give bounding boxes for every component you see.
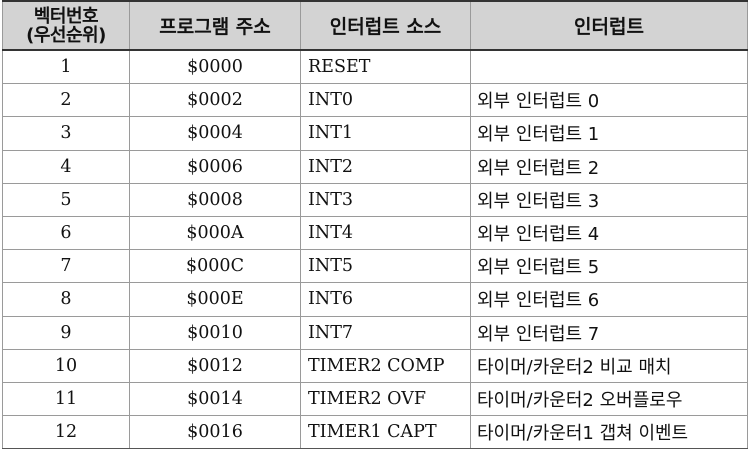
- header-vector-number: 벡터번호 (우선순위): [2, 0, 130, 51]
- interrupt-source-cell: INT7: [300, 315, 471, 350]
- table-row: 1 $0000 RESET: [2, 49, 748, 85]
- table-row: 4 $0006 INT2 외부 인터럽트 2: [2, 149, 748, 184]
- interrupt-description-cell: 타이머/카운터2 비교 매치: [470, 348, 748, 383]
- table-row: 8 $000E INT6 외부 인터럽트 6: [2, 282, 748, 317]
- table-body: 1 $0000 RESET 2 $0002 INT0 외부 인터럽트 0 3 $0004 INT1…: [2, 49, 748, 449]
- header-vector-line1: 벡터번호: [33, 5, 99, 27]
- vector-number-cell: 6: [2, 215, 130, 251]
- table-row: 10 $0012 TIMER2 COMP 타이머/카운터2 비교 매치: [2, 348, 748, 383]
- vector-number-cell: 4: [2, 149, 130, 184]
- interrupt-description-cell: 외부 인터럽트 7: [470, 315, 748, 350]
- interrupt-description-cell: 외부 인터럽트 6: [470, 282, 748, 317]
- interrupt-description-cell: 외부 인터럽트 5: [470, 249, 748, 284]
- vector-number-cell: 10: [2, 348, 130, 383]
- vector-number-cell: 3: [2, 116, 130, 151]
- interrupt-description-cell: 외부 인터럽트 1: [470, 116, 748, 151]
- program-address-cell: $0012: [129, 348, 301, 383]
- table-row: 5 $0008 INT3 외부 인터럽트 3: [2, 182, 748, 217]
- interrupt-source-cell: INT4: [300, 215, 471, 251]
- interrupt-description-cell: 외부 인터럽트 2: [470, 149, 748, 184]
- program-address-cell: $0004: [129, 116, 301, 151]
- interrupt-source-cell: RESET: [300, 49, 471, 85]
- program-address-cell: $0000: [129, 49, 301, 85]
- vector-number-cell: 11: [2, 381, 130, 417]
- interrupt-source-cell: INT6: [300, 282, 471, 317]
- interrupt-description-cell: 타이머/카운터1 갭쳐 이벤트: [470, 415, 748, 449]
- program-address-cell: $0016: [129, 415, 301, 449]
- interrupt-source-cell: INT2: [300, 149, 471, 184]
- program-address-cell: $0006: [129, 149, 301, 184]
- interrupt-description-cell: [470, 49, 748, 85]
- interrupt-description-cell: 외부 인터럽트 3: [470, 182, 748, 217]
- interrupt-source-cell: INT3: [300, 182, 471, 217]
- program-address-cell: $0010: [129, 315, 301, 350]
- interrupt-description-cell: 타이머/카운터2 오버플로우: [470, 381, 748, 417]
- header-program-address: 프로그램 주소: [129, 0, 301, 51]
- interrupt-source-cell: INT1: [300, 116, 471, 151]
- header-vector-line2: (우선순위): [26, 24, 106, 46]
- table-row: 12 $0016 TIMER1 CAPT 타이머/카운터1 갭쳐 이벤트: [2, 415, 748, 449]
- table-row: 3 $0004 INT1 외부 인터럽트 1: [2, 116, 748, 151]
- interrupt-source-cell: TIMER2 OVF: [300, 381, 471, 417]
- header-interrupt-source: 인터럽트 소스: [300, 0, 471, 51]
- interrupt-description-cell: 외부 인터럽트 0: [470, 83, 748, 118]
- program-address-cell: $0014: [129, 381, 301, 417]
- interrupt-source-cell: INT0: [300, 83, 471, 118]
- interrupt-description-cell: 외부 인터럽트 4: [470, 215, 748, 251]
- table-row: 9 $0010 INT7 외부 인터럽트 7: [2, 315, 748, 350]
- table-row: 2 $0002 INT0 외부 인터럽트 0: [2, 83, 748, 118]
- program-address-cell: $000E: [129, 282, 301, 317]
- program-address-cell: $0008: [129, 182, 301, 217]
- vector-number-cell: 9: [2, 315, 130, 350]
- table-row: 6 $000A INT4 외부 인터럽트 4: [2, 215, 748, 251]
- vector-number-cell: 12: [2, 415, 130, 449]
- vector-number-cell: 2: [2, 83, 130, 118]
- vector-number-cell: 7: [2, 249, 130, 284]
- header-interrupt: 인터럽트: [470, 0, 748, 51]
- vector-number-cell: 1: [2, 49, 130, 85]
- vector-number-cell: 5: [2, 182, 130, 217]
- program-address-cell: $000A: [129, 215, 301, 251]
- vector-number-cell: 8: [2, 282, 130, 317]
- interrupt-source-cell: TIMER1 CAPT: [300, 415, 471, 449]
- program-address-cell: $0002: [129, 83, 301, 118]
- table-row: 7 $000C INT5 외부 인터럽트 5: [2, 249, 748, 284]
- program-address-cell: $000C: [129, 249, 301, 284]
- interrupt-source-cell: INT5: [300, 249, 471, 284]
- interrupt-source-cell: TIMER2 COMP: [300, 348, 471, 383]
- header-row: 벡터번호 (우선순위) 프로그램 주소 인터럽트 소스 인터럽트: [2, 0, 748, 51]
- table-row: 11 $0014 TIMER2 OVF 타이머/카운터2 오버플로우: [2, 381, 748, 417]
